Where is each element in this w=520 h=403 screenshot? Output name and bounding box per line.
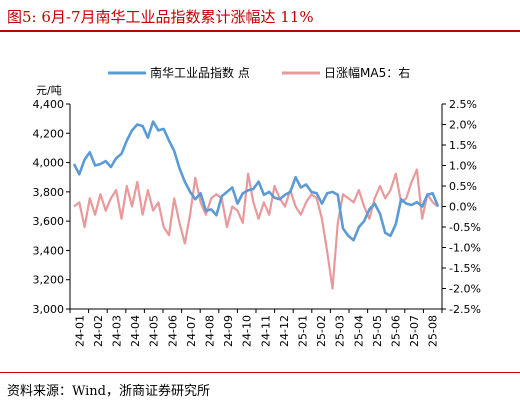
right-tick-label: 2.0%: [449, 119, 477, 132]
x-tick-label: 24-02: [92, 315, 105, 347]
x-tick-label: 24-04: [129, 315, 142, 347]
left-tick-label: 4,400: [33, 98, 65, 111]
x-tick-label: 25-03: [334, 315, 347, 347]
source-note: 资料来源：Wind，浙商证券研究所: [7, 384, 210, 399]
right-tick-label: 0.5%: [449, 180, 477, 193]
x-tick-label: 25-06: [390, 315, 403, 347]
legend-label-series-1: 南华工业品指数 点: [150, 65, 250, 80]
left-tick-label: 3,800: [33, 186, 65, 199]
plot-area: [72, 120, 440, 290]
x-tick-label: 24-07: [185, 315, 198, 347]
right-tick-label: -1.0%: [449, 242, 481, 255]
legend: 南华工业品指数 点 日涨幅MA5：右: [108, 65, 410, 80]
x-tick-label: 25-08: [427, 315, 440, 347]
left-tick-label: 3,400: [33, 244, 65, 257]
x-tick-label: 24-06: [166, 315, 179, 347]
x-tick-label: 24-10: [241, 315, 254, 347]
legend-label-series-2: 日涨幅MA5：右: [324, 65, 410, 80]
left-tick-label: 3,600: [33, 215, 65, 228]
left-tick-label: 4,200: [33, 127, 65, 140]
x-tick-label: 25-07: [408, 315, 421, 347]
x-tick-label: 25-04: [352, 315, 365, 347]
x-tick-label: 24-01: [73, 315, 86, 347]
right-tick-label: 0.0%: [449, 201, 477, 214]
x-tick-label: 25-05: [371, 315, 384, 347]
axes: 3,000 3,200 3,400 3,600 3,800 4,000 4,200 4,400…: [33, 98, 481, 347]
source-divider: [0, 372, 520, 373]
x-tick-label: 24-03: [111, 315, 124, 347]
left-tick-label: 3,200: [33, 274, 65, 287]
right-tick-label: -2.0%: [449, 283, 481, 296]
x-tick-label: 25-01: [297, 315, 310, 347]
right-tick-label: -0.5%: [449, 221, 481, 234]
title-divider: [0, 30, 520, 32]
figure-title: 图5: 6月-7月南华工业品指数累计涨幅达 11%: [7, 8, 314, 26]
x-tick-label: 24-09: [222, 315, 235, 347]
series-line-nanhua-index: [72, 120, 440, 242]
x-tick-label: 24-08: [204, 315, 217, 347]
left-tick-label: 3,000: [33, 303, 65, 316]
right-tick-label: 1.0%: [449, 160, 477, 173]
x-tick-label: 24-11: [259, 315, 272, 347]
right-tick-label: 1.5%: [449, 139, 477, 152]
series-line-ma5: [73, 168, 439, 290]
right-tick-label: 2.5%: [449, 98, 477, 111]
right-tick-label: -1.5%: [449, 262, 481, 275]
x-tick-label: 24-12: [278, 315, 291, 347]
x-tick-label: 25-02: [315, 315, 328, 347]
left-tick-label: 4,000: [33, 157, 65, 170]
left-axis-unit: 元/吨: [36, 84, 62, 97]
right-tick-label: -2.5%: [449, 303, 481, 316]
chart: 南华工业品指数 点 日涨幅MA5：右 元/吨 3,0003,2003,4003,…: [33, 65, 481, 347]
x-tick-label: 24-05: [148, 315, 161, 347]
